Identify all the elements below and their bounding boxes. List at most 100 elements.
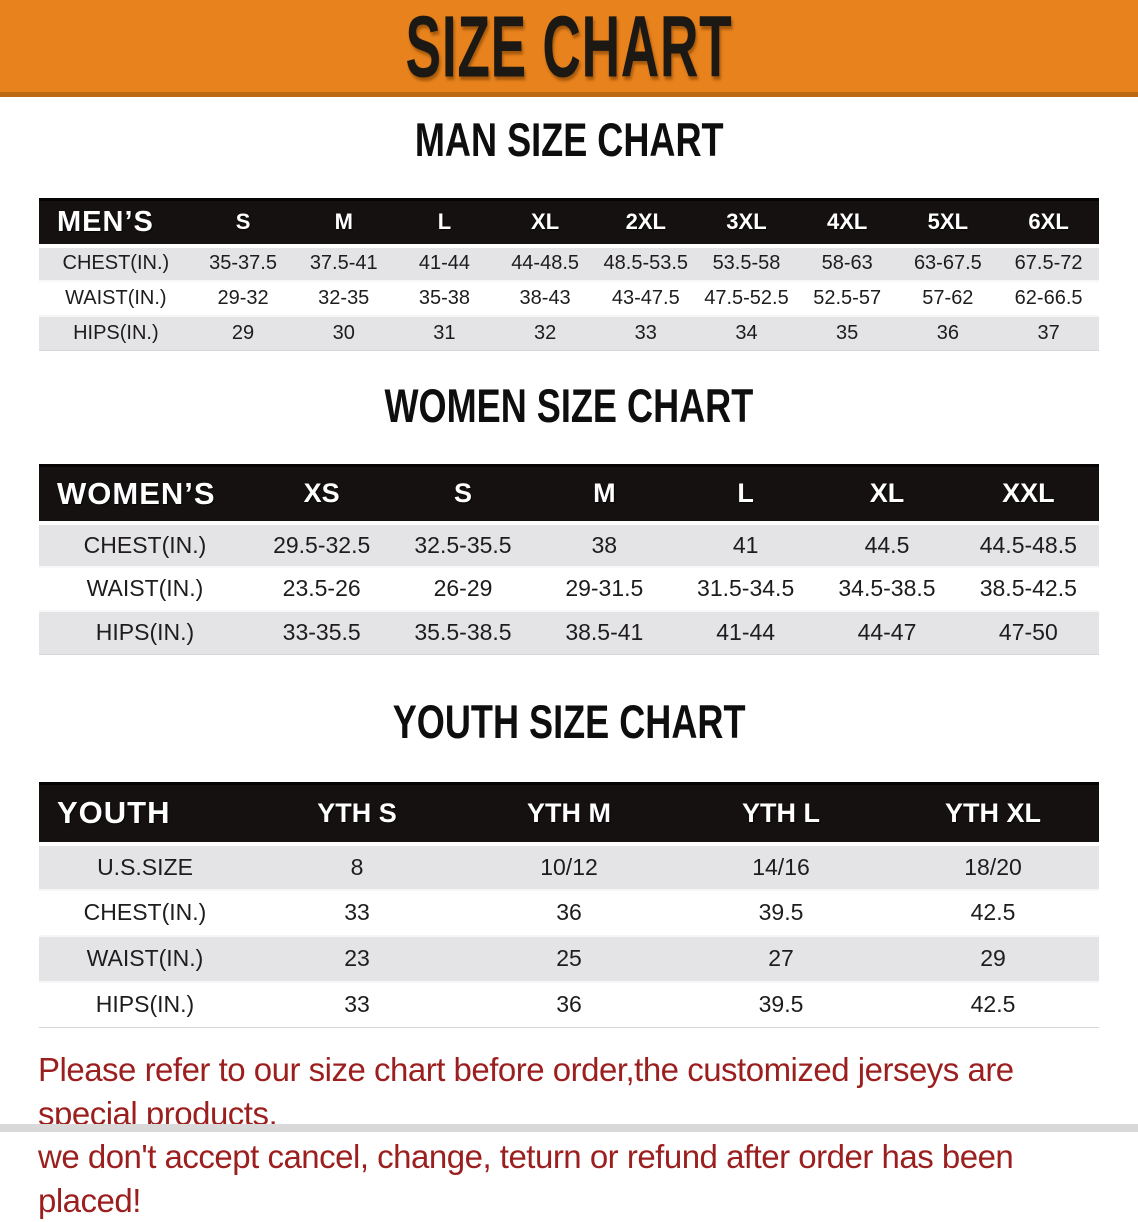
table-cell: 33 — [595, 314, 697, 351]
size-column-header: S — [392, 464, 534, 525]
table-cell: 52.5-57 — [796, 279, 898, 316]
table-cell: 34 — [696, 314, 797, 351]
size-column-header: YTH S — [251, 782, 463, 846]
table-cell: 58-63 — [796, 244, 898, 281]
section-heading-youth-text: YOUTH SIZE CHART — [392, 696, 746, 749]
mens-size-table-container: MEN’S S M L XL 2XL 3XL 4XL 5XL 6XL CHEST(IN.) 35-37… — [39, 198, 1099, 351]
table-cell: 37 — [998, 314, 1099, 351]
section-heading-womens-text: WOMEN SIZE CHART — [384, 380, 754, 433]
row-label: CHEST(IN.) — [39, 244, 193, 281]
table-cell: 8 — [251, 842, 463, 890]
table-cell: 33 — [251, 980, 463, 1028]
size-column-header: XS — [251, 464, 393, 525]
order-disclaimer: Please refer to our size chart before or… — [38, 1048, 1108, 1222]
table-header-label: YOUTH — [39, 782, 251, 846]
table-cell: 36 — [463, 980, 675, 1028]
table-row: WAIST(IN.) 29-32 32-35 35-38 38-43 43-47.5 47.… — [39, 279, 1099, 316]
table-cell: 34.5-38.5 — [816, 565, 958, 611]
table-header-label: MEN’S — [39, 198, 193, 248]
table-cell: 62-66.5 — [998, 279, 1099, 316]
row-label: U.S.SIZE — [39, 842, 251, 890]
table-cell: 18/20 — [887, 842, 1099, 890]
size-column-header: 4XL — [796, 198, 898, 248]
table-row: CHEST(IN.) 33 36 39.5 42.5 — [39, 888, 1099, 936]
row-label: HIPS(IN.) — [39, 980, 251, 1028]
table-cell: 67.5-72 — [998, 244, 1099, 281]
size-column-header: 6XL — [998, 198, 1099, 248]
table-cell: 63-67.5 — [897, 244, 999, 281]
table-cell: 32.5-35.5 — [392, 521, 534, 567]
table-cell: 29-32 — [192, 279, 294, 316]
size-column-header: YTH L — [675, 782, 887, 846]
size-chart-banner: SIZE CHART — [0, 0, 1138, 97]
table-cell: 48.5-53.5 — [595, 244, 697, 281]
table-cell: 41-44 — [394, 244, 495, 281]
table-cell: 26-29 — [392, 565, 534, 611]
table-cell: 35-38 — [394, 279, 495, 316]
row-label: WAIST(IN.) — [39, 279, 193, 316]
size-column-header: YTH M — [463, 782, 675, 846]
table-cell: 38-43 — [494, 279, 596, 316]
table-cell: 44.5-48.5 — [957, 521, 1099, 567]
table-row: CHEST(IN.) 35-37.5 37.5-41 41-44 44-48.5 48.5… — [39, 244, 1099, 281]
table-cell: 41-44 — [674, 609, 817, 655]
table-cell: 36 — [463, 888, 675, 936]
table-cell: 33 — [251, 888, 463, 936]
size-table-womens: WOMEN’S XS S M L XL XXL CHEST(IN.) 29.5-32.5 32.5… — [39, 464, 1099, 655]
table-row: HIPS(IN.) 33-35.5 35.5-38.5 38.5-41 41-44 44-… — [39, 609, 1099, 655]
table-row: HIPS(IN.) 29 30 31 32 33 34 35 36 37 — [39, 314, 1099, 351]
size-column-header: 3XL — [696, 198, 797, 248]
table-cell: 41 — [674, 521, 817, 567]
size-column-header: XL — [494, 198, 596, 248]
table-header-row: YOUTH YTH S YTH M YTH L YTH XL — [39, 782, 1099, 846]
table-header-row: MEN’S S M L XL 2XL 3XL 4XL 5XL 6XL — [39, 198, 1099, 248]
table-cell: 35-37.5 — [192, 244, 294, 281]
row-label: HIPS(IN.) — [39, 314, 193, 351]
table-row: HIPS(IN.) 33 36 39.5 42.5 — [39, 980, 1099, 1028]
table-cell: 29.5-32.5 — [251, 521, 393, 567]
table-cell: 32-35 — [293, 279, 395, 316]
table-cell: 23 — [251, 934, 463, 982]
table-cell: 44-47 — [816, 609, 958, 655]
section-heading-mens: MAN SIZE CHART — [0, 114, 1138, 174]
size-column-header: M — [533, 464, 675, 525]
size-table-mens: MEN’S S M L XL 2XL 3XL 4XL 5XL 6XL CHEST(IN.) 35-37… — [39, 198, 1099, 351]
table-cell: 10/12 — [463, 842, 675, 890]
table-cell: 57-62 — [897, 279, 999, 316]
table-cell: 31.5-34.5 — [674, 565, 817, 611]
size-column-header: 5XL — [897, 198, 999, 248]
size-column-header: L — [394, 198, 495, 248]
size-column-header: L — [674, 464, 817, 525]
size-table-youth: YOUTH YTH S YTH M YTH L YTH XL U.S.SIZE 8 10/12… — [39, 782, 1099, 1028]
row-label: HIPS(IN.) — [39, 609, 251, 655]
table-cell: 44-48.5 — [494, 244, 596, 281]
section-heading-womens: WOMEN SIZE CHART — [0, 380, 1138, 440]
table-cell: 23.5-26 — [251, 565, 393, 611]
table-cell: 31 — [394, 314, 495, 351]
disclaimer-line-1: Please refer to our size chart before or… — [38, 1051, 1014, 1132]
table-cell: 35 — [796, 314, 898, 351]
table-cell: 42.5 — [887, 888, 1099, 936]
banner-title: SIZE CHART — [405, 0, 733, 95]
row-label: WAIST(IN.) — [39, 934, 251, 982]
size-column-header: S — [192, 198, 294, 248]
table-cell: 14/16 — [675, 842, 887, 890]
table-cell: 39.5 — [675, 888, 887, 936]
size-column-header: 2XL — [595, 198, 697, 248]
youth-size-table-container: YOUTH YTH S YTH M YTH L YTH XL U.S.SIZE 8 10/12… — [39, 782, 1099, 1028]
size-column-header: XL — [816, 464, 958, 525]
row-label: CHEST(IN.) — [39, 888, 251, 936]
table-cell: 30 — [293, 314, 395, 351]
section-heading-mens-text: MAN SIZE CHART — [414, 114, 724, 167]
table-row: WAIST(IN.) 23 25 27 29 — [39, 934, 1099, 982]
table-cell: 29 — [887, 934, 1099, 982]
table-cell: 44.5 — [816, 521, 958, 567]
size-column-header: XXL — [957, 464, 1099, 525]
disclaimer-line-2: we don't accept cancel, change, teturn o… — [38, 1138, 1014, 1219]
section-heading-youth: YOUTH SIZE CHART — [0, 696, 1138, 756]
table-row: CHEST(IN.) 29.5-32.5 32.5-35.5 38 41 44.5 44.5… — [39, 521, 1099, 567]
table-row: WAIST(IN.) 23.5-26 26-29 29-31.5 31.5-34.5 34… — [39, 565, 1099, 611]
table-cell: 53.5-58 — [696, 244, 797, 281]
table-row: U.S.SIZE 8 10/12 14/16 18/20 — [39, 842, 1099, 890]
table-cell: 29 — [192, 314, 294, 351]
